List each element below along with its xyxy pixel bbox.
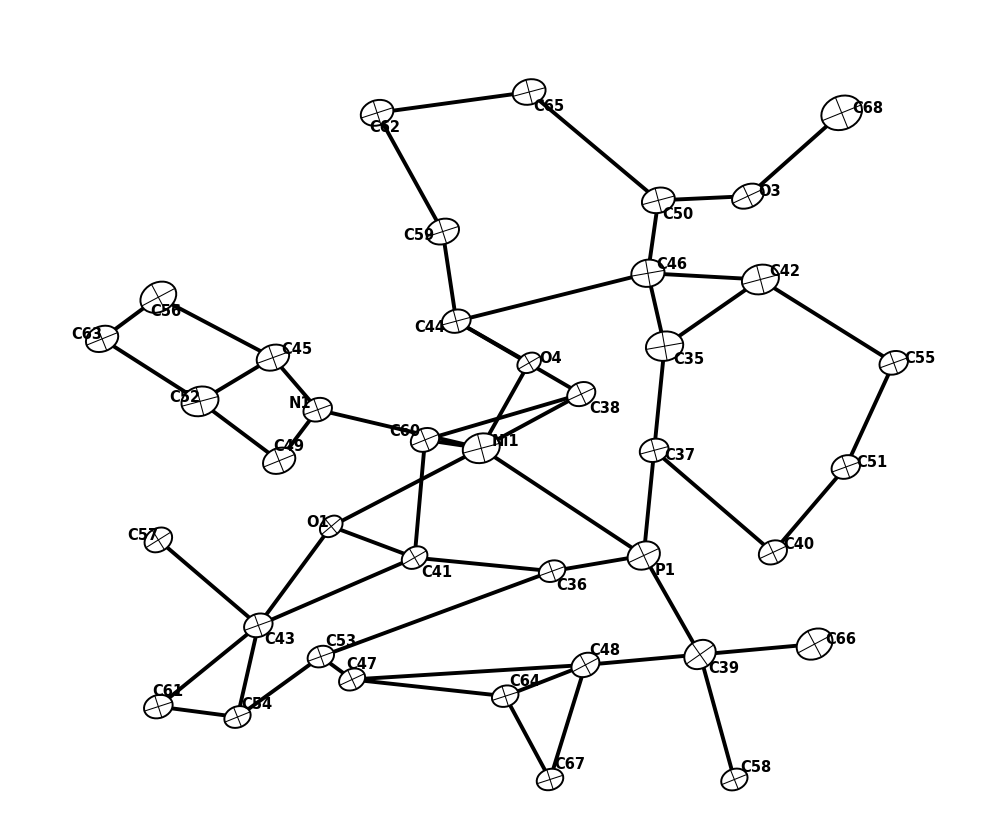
Text: N1: N1 — [289, 396, 311, 411]
Ellipse shape — [537, 769, 563, 791]
Text: C60: C60 — [390, 424, 421, 439]
Text: C61: C61 — [152, 685, 183, 700]
Ellipse shape — [832, 455, 860, 479]
Ellipse shape — [879, 351, 908, 374]
Ellipse shape — [144, 695, 173, 718]
Ellipse shape — [567, 382, 595, 406]
Ellipse shape — [631, 259, 664, 287]
Ellipse shape — [646, 331, 683, 361]
Text: C58: C58 — [741, 760, 772, 775]
Ellipse shape — [320, 515, 343, 537]
Ellipse shape — [224, 706, 251, 728]
Ellipse shape — [721, 769, 748, 791]
Ellipse shape — [642, 188, 675, 214]
Ellipse shape — [539, 560, 565, 582]
Ellipse shape — [797, 629, 832, 660]
Ellipse shape — [181, 386, 219, 416]
Ellipse shape — [513, 79, 546, 105]
Text: C43: C43 — [265, 632, 296, 647]
Ellipse shape — [463, 434, 500, 463]
Text: O3: O3 — [758, 184, 781, 199]
Ellipse shape — [571, 653, 599, 677]
Text: C44: C44 — [415, 320, 446, 335]
Ellipse shape — [684, 640, 716, 669]
Text: C36: C36 — [556, 578, 587, 593]
Text: O4: O4 — [540, 351, 562, 366]
Text: C50: C50 — [662, 208, 694, 223]
Text: C41: C41 — [421, 565, 452, 580]
Text: C52: C52 — [169, 389, 200, 404]
Text: C57: C57 — [127, 528, 158, 543]
Ellipse shape — [263, 448, 295, 474]
Text: O1: O1 — [306, 515, 329, 530]
Text: C68: C68 — [852, 101, 883, 116]
Text: P1: P1 — [654, 563, 675, 578]
Ellipse shape — [140, 282, 176, 313]
Ellipse shape — [86, 326, 118, 352]
Ellipse shape — [402, 546, 427, 569]
Ellipse shape — [411, 428, 439, 452]
Ellipse shape — [442, 309, 471, 333]
Ellipse shape — [426, 219, 459, 244]
Text: C37: C37 — [665, 448, 696, 463]
Ellipse shape — [361, 100, 393, 126]
Ellipse shape — [759, 540, 787, 565]
Text: C48: C48 — [590, 643, 621, 658]
Ellipse shape — [308, 646, 334, 667]
Text: C39: C39 — [708, 661, 739, 676]
Ellipse shape — [257, 344, 289, 370]
Text: C40: C40 — [783, 536, 814, 551]
Text: C67: C67 — [554, 757, 585, 772]
Text: C38: C38 — [590, 401, 621, 416]
Ellipse shape — [303, 398, 332, 421]
Text: C47: C47 — [346, 657, 377, 672]
Text: C66: C66 — [825, 632, 856, 647]
Text: C51: C51 — [856, 455, 888, 470]
Ellipse shape — [640, 439, 669, 462]
Ellipse shape — [732, 183, 764, 208]
Text: C63: C63 — [71, 327, 102, 342]
Text: C49: C49 — [273, 439, 304, 454]
Ellipse shape — [628, 541, 660, 570]
Text: C56: C56 — [150, 304, 181, 319]
Ellipse shape — [742, 264, 779, 294]
Text: C54: C54 — [242, 697, 273, 712]
Text: C53: C53 — [325, 635, 356, 650]
Ellipse shape — [145, 527, 172, 552]
Text: Ni1: Ni1 — [492, 435, 519, 450]
Ellipse shape — [517, 353, 541, 373]
Text: C46: C46 — [656, 258, 687, 273]
Text: C62: C62 — [369, 120, 400, 135]
Text: C64: C64 — [509, 674, 540, 689]
Text: C55: C55 — [904, 351, 935, 366]
Text: C45: C45 — [281, 342, 312, 357]
Ellipse shape — [821, 96, 862, 130]
Ellipse shape — [339, 669, 365, 691]
Text: C35: C35 — [673, 352, 704, 367]
Text: C65: C65 — [533, 99, 564, 114]
Text: C59: C59 — [403, 229, 434, 244]
Text: C42: C42 — [769, 264, 800, 279]
Ellipse shape — [492, 686, 518, 707]
Ellipse shape — [244, 614, 273, 637]
